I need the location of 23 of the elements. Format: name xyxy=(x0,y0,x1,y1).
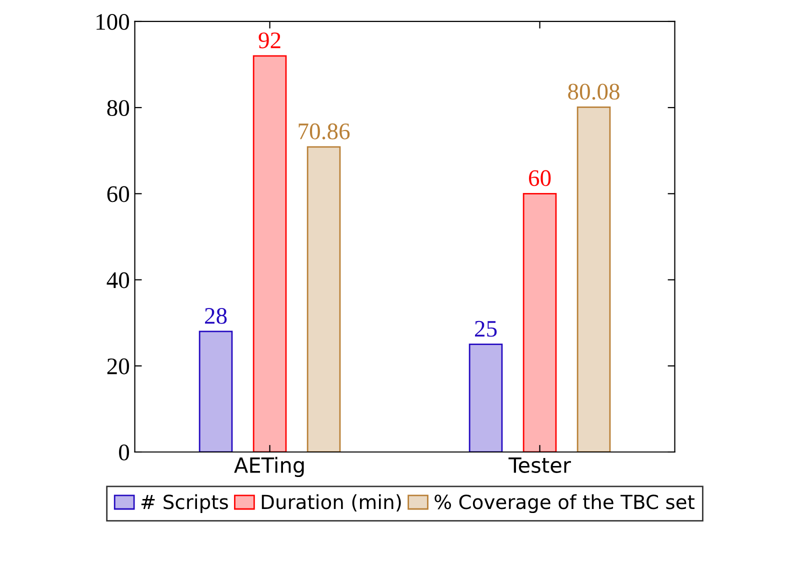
y-tick-label: 80 xyxy=(107,100,130,116)
y-tick-label: 100 xyxy=(96,14,130,30)
bar xyxy=(468,344,503,452)
legend-label: # Scripts xyxy=(141,494,228,514)
bar xyxy=(522,192,557,452)
bar xyxy=(306,146,341,452)
data-label: 28 xyxy=(205,308,227,324)
legend-label: Duration (min) xyxy=(262,494,401,512)
y-tick-label: 40 xyxy=(106,272,130,288)
legend-label: % Coverage of the TBC set xyxy=(434,494,694,514)
data-label: 60 xyxy=(528,170,551,186)
data-label: 92 xyxy=(258,32,280,48)
y-tick-label: 60 xyxy=(107,186,130,202)
x-tick-label: AETing xyxy=(234,456,304,478)
data-label: 70.86 xyxy=(298,123,350,140)
bar xyxy=(252,55,287,452)
y-tick-label: 20 xyxy=(107,358,130,374)
data-label: 25 xyxy=(475,320,497,337)
data-label: 80.08 xyxy=(568,84,620,100)
bar xyxy=(198,330,233,452)
x-tick-label: Tester xyxy=(508,458,571,473)
bar xyxy=(576,106,611,452)
y-tick-label: 0 xyxy=(119,444,130,460)
